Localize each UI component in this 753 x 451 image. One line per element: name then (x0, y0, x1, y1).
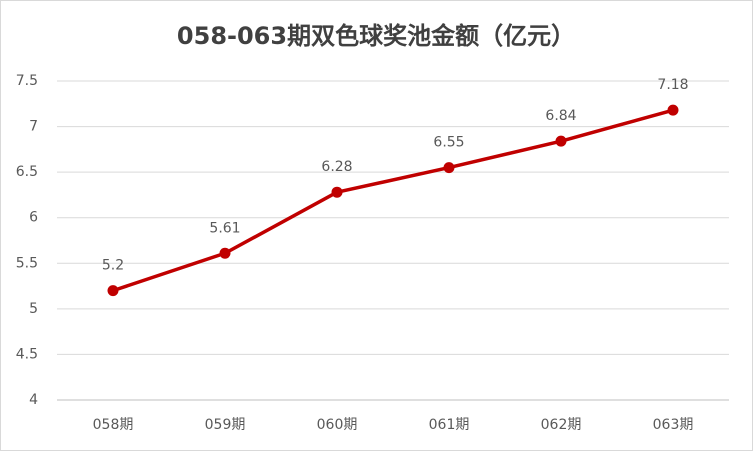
x-tick-label: 060期 (317, 417, 358, 433)
data-point (555, 135, 567, 147)
chart-title: 058-063期双色球奖池金额（亿元） (177, 22, 575, 50)
data-label: 6.55 (433, 135, 464, 151)
data-label: 5.61 (209, 220, 240, 236)
data-point (219, 247, 231, 259)
x-tick-label: 059期 (205, 417, 246, 433)
y-tick-label: 5 (29, 301, 38, 317)
y-tick-label: 6.5 (16, 164, 38, 180)
x-tick-label: 058期 (93, 417, 134, 433)
y-tick-label: 4 (29, 392, 38, 408)
data-label: 6.84 (545, 108, 576, 124)
data-label: 6.28 (321, 159, 352, 175)
y-tick-label: 5.5 (16, 255, 38, 271)
data-label: 5.2 (102, 258, 124, 274)
data-point (443, 162, 455, 174)
x-tick-label: 062期 (541, 417, 582, 433)
data-point (107, 285, 119, 297)
y-tick-label: 7.5 (16, 73, 38, 89)
y-tick-label: 4.5 (16, 346, 38, 362)
x-tick-label: 061期 (429, 417, 470, 433)
x-tick-label: 063期 (653, 417, 694, 433)
data-point (331, 186, 343, 198)
data-point (667, 104, 679, 116)
data-label: 7.18 (657, 77, 688, 93)
y-tick-label: 6 (29, 210, 38, 226)
y-tick-label: 7 (29, 119, 38, 135)
series-line (112, 108, 674, 293)
